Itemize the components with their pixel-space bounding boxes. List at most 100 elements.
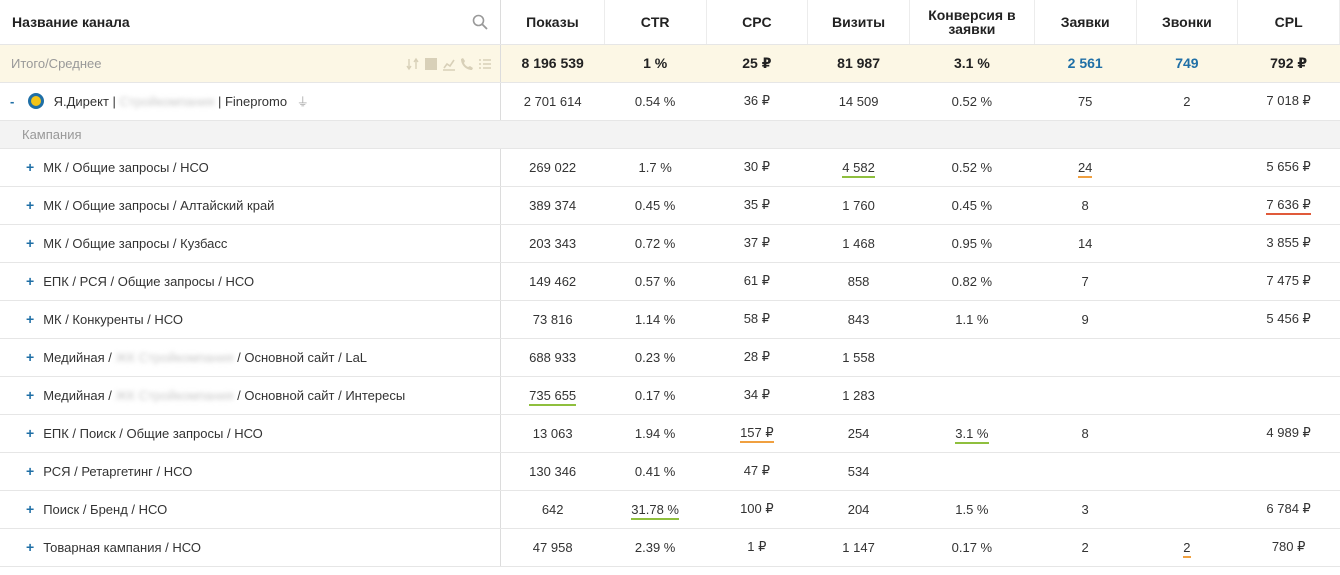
expand-toggle[interactable]: + (26, 159, 35, 175)
expand-toggle[interactable]: + (26, 197, 35, 213)
column-header-ctr[interactable]: CTR (604, 0, 707, 45)
section-label: Кампания (0, 120, 1340, 149)
total-calls-link[interactable]: 749 (1136, 44, 1238, 83)
expand-toggle[interactable]: + (26, 425, 35, 441)
chart-icon[interactable] (442, 57, 456, 71)
campaign-requests: 14 (1034, 224, 1137, 263)
expand-toggle[interactable]: + (26, 235, 35, 251)
campaign-cpc: 30 ₽ (706, 148, 808, 187)
campaign-cpl-value: 3 855 ₽ (1266, 235, 1311, 250)
campaign-row[interactable]: + РСЯ / Ретаргетинг / НСО 130 346 0.41 % 47 … (0, 452, 1340, 491)
campaign-calls: 2 (1136, 528, 1238, 567)
column-header-cpl[interactable]: CPL (1237, 0, 1340, 45)
campaign-row[interactable]: + Товарная кампания / НСО 47 958 2.39 % 1 ₽ 1… (0, 528, 1340, 567)
campaign-cpl-value: 4 989 ₽ (1266, 425, 1311, 440)
total-ctr: 1 % (604, 44, 706, 83)
campaign-calls (1136, 300, 1238, 339)
campaign-ctr-value: 1.7 % (638, 159, 672, 175)
campaign-calls (1136, 186, 1238, 225)
campaign-ctr: 0.72 % (604, 224, 706, 263)
column-header-visits[interactable]: Визиты (807, 0, 910, 45)
campaign-row[interactable]: + МК / Конкуренты / НСО 73 816 1.14 % 58 ₽ 84… (0, 300, 1340, 339)
collapse-toggle[interactable]: - (10, 93, 15, 109)
campaign-ctr: 1.14 % (604, 300, 706, 339)
campaign-name: МК / Общие запросы / НСО (43, 160, 209, 175)
campaign-cpc: 157 ₽ (706, 414, 808, 453)
campaign-ctr: 0.41 % (604, 452, 706, 491)
campaign-visits-value: 1 283 (842, 387, 875, 403)
expand-toggle[interactable]: + (26, 349, 35, 365)
phone-icon[interactable] (460, 57, 474, 71)
campaign-cpl-value: 6 784 ₽ (1266, 501, 1311, 516)
campaign-cpl: 780 ₽ (1237, 528, 1340, 567)
campaign-ctr-value: 0.17 % (634, 387, 676, 403)
column-header-requests[interactable]: Заявки (1034, 0, 1137, 45)
column-header-name[interactable]: Название канала (0, 0, 502, 45)
channel-conversion: 0.52 % (909, 82, 1035, 121)
campaign-name-cell: + МК / Конкуренты / НСО (0, 300, 502, 339)
total-cpc: 25 ₽ (706, 44, 808, 83)
search-icon[interactable] (472, 14, 488, 30)
column-header-conversion[interactable]: Конверсия в заявки (909, 0, 1035, 45)
campaign-cpc-value: 34 ₽ (743, 387, 771, 402)
campaign-cpl: 6 784 ₽ (1237, 490, 1340, 529)
campaign-conversion-value: 1.5 % (955, 501, 989, 517)
campaign-ctr: 1.7 % (604, 148, 706, 187)
campaign-visits-value: 204 (847, 501, 870, 517)
column-header-shows[interactable]: Показы (500, 0, 605, 45)
total-requests-link[interactable]: 2 561 (1034, 44, 1137, 83)
expand-toggle[interactable]: + (26, 311, 35, 327)
campaign-rows: + МК / Общие запросы / НСО 269 022 1.7 % 30 … (0, 148, 1340, 567)
expand-toggle[interactable]: + (26, 273, 35, 289)
campaign-shows: 47 958 (500, 528, 605, 567)
campaign-requests-value: 14 (1077, 235, 1093, 251)
campaign-row[interactable]: + МК / Общие запросы / Кузбасс 203 343 0.72… (0, 224, 1340, 263)
campaign-conversion (909, 376, 1035, 415)
campaign-row[interactable]: + Медийная / ЖК Стройкомпания / Основной … (0, 338, 1340, 377)
column-header-cpc[interactable]: CPC (706, 0, 809, 45)
table-icon[interactable] (424, 57, 438, 71)
campaign-shows-value: 688 933 (529, 349, 577, 365)
campaign-requests: 2 (1034, 528, 1137, 567)
sort-icon[interactable] (406, 57, 420, 71)
campaign-cpc-value: 47 ₽ (743, 463, 771, 478)
expand-toggle[interactable]: + (26, 463, 35, 479)
channel-ctr: 0.54 % (604, 82, 706, 121)
campaign-cpl: 5 456 ₽ (1237, 300, 1340, 339)
campaign-visits: 534 (807, 452, 910, 491)
expand-toggle[interactable]: + (26, 539, 35, 555)
channel-row[interactable]: - Я.Директ | Стройкомпания | Finepromo ⏚… (0, 82, 1340, 121)
campaign-calls (1136, 262, 1238, 301)
section-header-row: Кампания (0, 120, 1340, 149)
list-icon[interactable] (478, 57, 492, 71)
campaign-cpc: 35 ₽ (706, 186, 808, 225)
campaign-name-cell: + ЕПК / Поиск / Общие запросы / НСО (0, 414, 502, 453)
campaign-shows-value: 269 022 (529, 159, 577, 175)
campaign-visits: 204 (807, 490, 910, 529)
campaign-visits: 843 (807, 300, 910, 339)
campaign-cpc-value: 37 ₽ (743, 235, 771, 250)
campaign-row[interactable]: + Медийная / ЖК Стройкомпания / Основной … (0, 376, 1340, 415)
campaign-visits-value: 843 (847, 311, 870, 327)
campaign-cpl-value: 5 656 ₽ (1266, 159, 1311, 174)
campaign-conversion-value: 0.17 % (951, 539, 993, 555)
campaign-row[interactable]: + ЕПК / РСЯ / Общие запросы / НСО 149 462 0… (0, 262, 1340, 301)
campaign-row[interactable]: + МК / Общие запросы / НСО 269 022 1.7 % 30 … (0, 148, 1340, 187)
channel-cpc: 36 ₽ (706, 82, 808, 121)
campaign-visits: 1 147 (807, 528, 910, 567)
campaign-conversion: 1.1 % (909, 300, 1035, 339)
channel-shows: 2 701 614 (500, 82, 605, 121)
column-header-calls[interactable]: Звонки (1136, 0, 1239, 45)
campaign-cpc-value: 1 ₽ (747, 539, 767, 554)
campaign-cpl: 7 636 ₽ (1237, 186, 1340, 225)
campaign-cpl: 4 989 ₽ (1237, 414, 1340, 453)
campaign-calls-value: 2 (1183, 539, 1191, 558)
expand-toggle[interactable]: + (26, 501, 35, 517)
campaign-row[interactable]: + Поиск / Бренд / НСО 642 31.78 % 100 ₽ 204 1.… (0, 490, 1340, 529)
campaign-row[interactable]: + ЕПК / Поиск / Общие запросы / НСО 13 063… (0, 414, 1340, 453)
campaign-row[interactable]: + МК / Общие запросы / Алтайский край 389 … (0, 186, 1340, 225)
campaign-cpc: 58 ₽ (706, 300, 808, 339)
campaign-cpc-value: 35 ₽ (743, 197, 771, 212)
expand-toggle[interactable]: + (26, 387, 35, 403)
campaign-visits-value: 4 582 (842, 159, 875, 178)
